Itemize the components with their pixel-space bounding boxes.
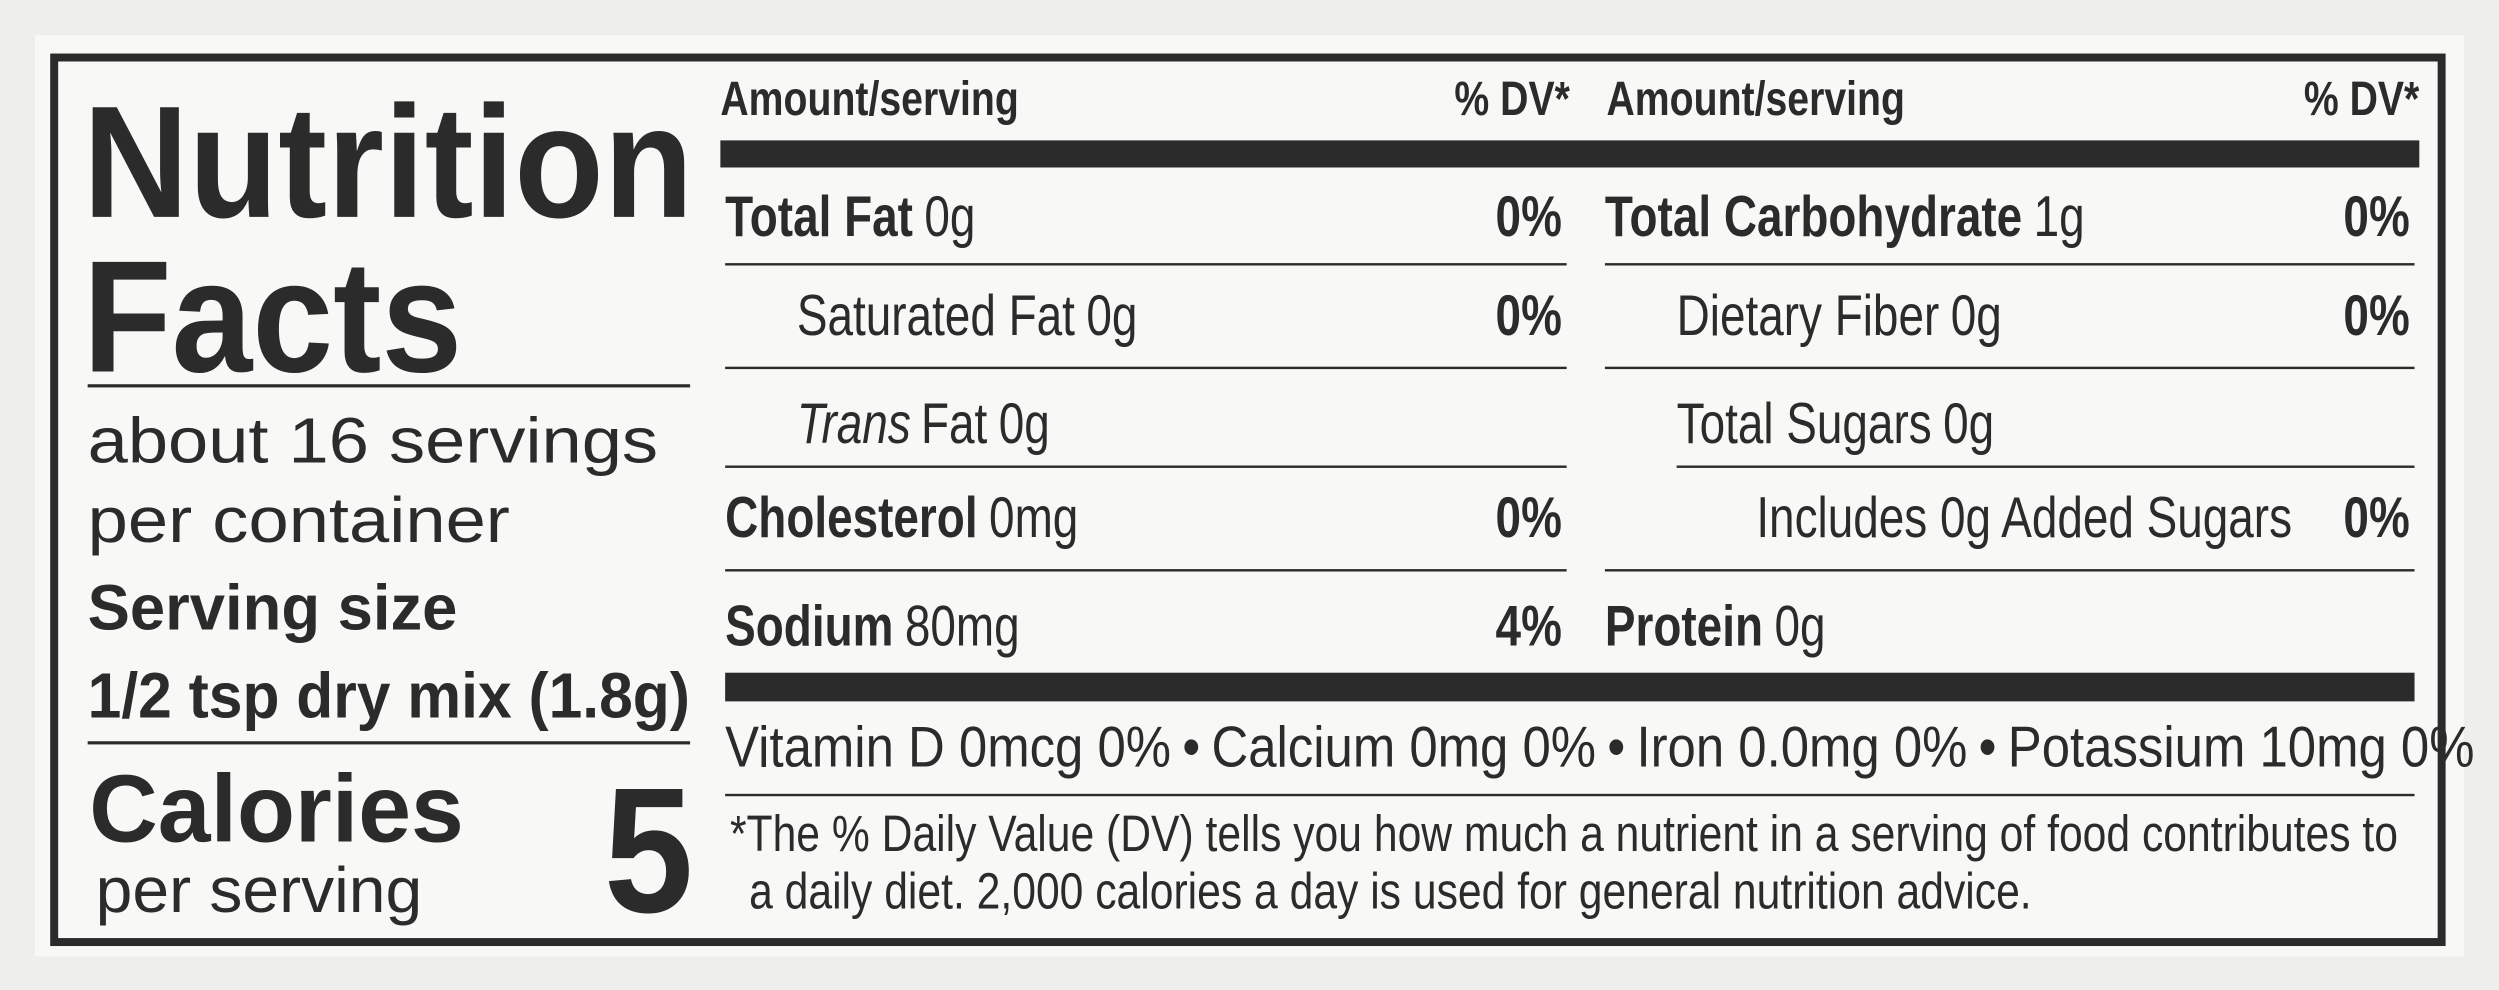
header-amount: Amount/serving xyxy=(1607,72,1905,126)
nutrient-row: Total Fat 0g xyxy=(725,185,975,249)
nutrient-row: Dietary Fiber 0g xyxy=(1677,284,2002,348)
row-divider xyxy=(725,263,1567,266)
nutrient-row-part: Fat xyxy=(921,392,988,456)
header-dv-part: % DV* xyxy=(2304,72,2419,126)
title: Nutrition xyxy=(83,73,693,251)
calories-sub-part: per serving xyxy=(96,854,423,926)
nutrient-row-part: Sodium xyxy=(725,595,893,659)
servings: about 16 servings xyxy=(88,405,658,476)
servings: per container xyxy=(88,485,510,556)
divider xyxy=(87,384,691,388)
nutrient-row-part: 0mg xyxy=(989,486,1078,550)
dv-value: 0% xyxy=(1496,284,1562,348)
header-dv: % DV* xyxy=(2304,72,2419,126)
dv-value-part: 0% xyxy=(1496,185,1562,249)
divider xyxy=(725,793,2415,797)
header-amount-part: Amount/serving xyxy=(1607,72,1905,126)
dv-value-part: 0% xyxy=(2343,284,2409,348)
nutrient-row-part: 0g xyxy=(999,392,1050,456)
vitamins-part: • xyxy=(1979,716,1997,779)
nutrient-row-part: 0g xyxy=(1086,284,1137,348)
nutrient-row: Total Carbohydrate 1g xyxy=(1605,185,2085,249)
nutrient-row-part: Includes 0g Added Sugars xyxy=(1756,486,2292,550)
nutrient-row-part: Cholesterol xyxy=(725,486,977,550)
servings-part: per container xyxy=(88,485,510,556)
dv-value: 0% xyxy=(2343,486,2409,550)
nutrient-row-part: 0g xyxy=(1951,284,2002,348)
nutrient-row: Total Sugars 0g xyxy=(1677,392,1995,456)
dv-value-part: 4% xyxy=(1496,595,1562,659)
nutrient-row-part: Trans xyxy=(797,392,911,456)
footnote: a daily diet. 2,000 calories a day is us… xyxy=(749,862,2032,919)
serving-size-label-part: Serving size xyxy=(88,572,458,643)
nutrient-row: Trans Fat 0g xyxy=(797,392,1050,456)
dv-value-part: 0% xyxy=(1496,284,1562,348)
row-divider xyxy=(1676,465,2415,468)
calories-label: Calories xyxy=(89,756,464,862)
row-divider xyxy=(1604,366,2415,370)
nutrient-row-part: 0g xyxy=(1774,595,1825,659)
calories-value: 5 xyxy=(604,750,693,950)
row-divider xyxy=(725,569,1567,572)
footnote-part: *The % Daily Value (DV) tells you how mu… xyxy=(730,805,2398,862)
nutrient-row: Saturated Fat 0g xyxy=(797,284,1138,348)
serving-size: 1/2 tsp dry mix (1.8g) xyxy=(88,661,690,732)
header-amount-part: Amount/serving xyxy=(720,72,1018,126)
nutrient-row: Includes 0g Added Sugars xyxy=(1756,486,2292,550)
label-border xyxy=(50,53,2446,947)
nutrient-row-part: Total Sugars xyxy=(1677,392,1932,456)
nutrient-row: Protein 0g xyxy=(1605,595,1826,659)
thick-bar xyxy=(725,672,2415,702)
nutrient-row-part: Dietary Fiber xyxy=(1677,284,1940,348)
nutrient-row-part: 0g xyxy=(924,185,975,249)
nutrient-row-part: 0g xyxy=(1943,392,1994,456)
vitamins: Vitamin D 0mcg 0% • Calcium 0mg 0% • Iron 0.… xyxy=(725,716,2474,779)
serving-size-part: 1/2 tsp dry mix (1.8g) xyxy=(88,661,690,732)
header-amount: Amount/serving xyxy=(720,72,1018,126)
thick-bar xyxy=(720,140,2420,168)
nutrient-row: Cholesterol 0mg xyxy=(725,486,1078,550)
row-divider xyxy=(1604,569,2415,572)
dv-value-part: 0% xyxy=(2343,486,2409,550)
nutrient-row-part: Protein xyxy=(1605,595,1763,659)
dv-value: 0% xyxy=(1496,486,1562,550)
vitamins-part: • xyxy=(1182,716,1200,779)
footnote-part: a daily diet. 2,000 calories a day is us… xyxy=(749,862,2032,919)
dv-value: 4% xyxy=(1496,595,1562,659)
dv-value: 0% xyxy=(2343,284,2409,348)
vitamins-part: Potassium 10mg 0% xyxy=(2008,716,2475,779)
calories-sub: per serving xyxy=(96,854,423,926)
vitamins-part: Calcium 0mg 0% xyxy=(1211,716,1596,779)
header-dv: % DV* xyxy=(1454,72,1569,126)
row-divider xyxy=(1604,263,2415,266)
footnote: *The % Daily Value (DV) tells you how mu… xyxy=(730,805,2398,862)
servings-part: about 16 servings xyxy=(88,405,658,476)
title-part: Nutrition xyxy=(83,73,693,251)
divider xyxy=(87,741,691,745)
nutrient-row-part: 1g xyxy=(2034,185,2085,249)
calories-value-part: 5 xyxy=(604,750,693,950)
label-background xyxy=(35,35,2464,957)
dv-value-part: 0% xyxy=(1496,486,1562,550)
vitamins-part: Iron 0.0mg 0% xyxy=(1636,716,1967,779)
vitamins-part: • xyxy=(1607,716,1625,779)
nutrient-row-part: Total Carbohydrate xyxy=(1605,185,2022,249)
vitamins-part: Vitamin D 0mcg 0% xyxy=(725,716,1171,779)
dv-value-part: 0% xyxy=(2343,185,2409,249)
dv-value: 0% xyxy=(2343,185,2409,249)
row-divider xyxy=(725,366,1567,370)
title-part: Facts xyxy=(83,228,462,406)
row-divider xyxy=(725,465,1567,468)
calories-label-part: Calories xyxy=(89,756,464,862)
nutrient-row-part: Total Fat xyxy=(725,185,913,249)
dv-value: 0% xyxy=(1496,185,1562,249)
nutrient-row-part: 80mg xyxy=(905,595,1020,659)
serving-size-label: Serving size xyxy=(88,572,458,643)
nutrient-row-part: Saturated Fat xyxy=(797,284,1076,348)
title: Facts xyxy=(83,228,462,406)
header-dv-part: % DV* xyxy=(1454,72,1569,126)
nutrient-row: Sodium 80mg xyxy=(725,595,1019,659)
